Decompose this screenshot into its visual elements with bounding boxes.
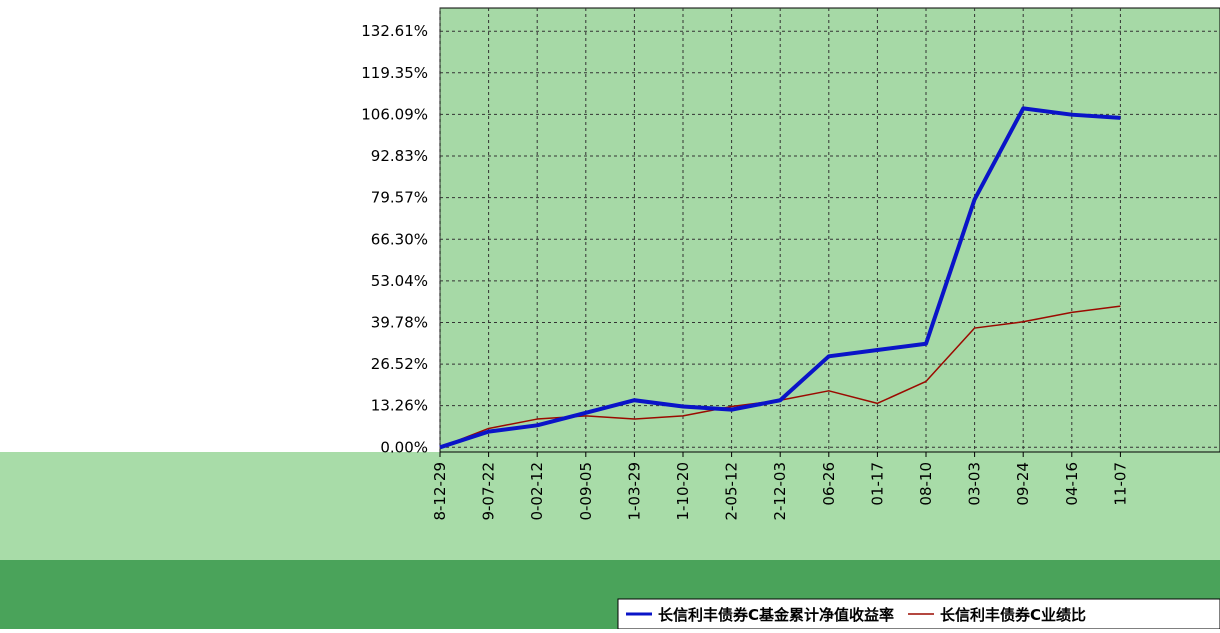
y-tick-label: 53.04% (371, 272, 428, 290)
x-tick-label: 0-09-05 (577, 462, 595, 521)
x-tick-label: 06-26 (820, 462, 838, 506)
y-tick-label: 39.78% (371, 313, 428, 331)
y-tick-label: 106.09% (361, 105, 428, 123)
x-tick-label: 9-07-22 (480, 462, 498, 521)
x-tick-label: 1-03-29 (625, 462, 643, 521)
axis-band (0, 452, 1220, 560)
y-tick-label: 13.26% (371, 397, 428, 415)
x-tick-label: 04-16 (1063, 462, 1081, 506)
y-tick-label: 119.35% (361, 64, 428, 82)
plot-area (440, 8, 1220, 452)
x-tick-label: 03-03 (966, 462, 984, 506)
x-tick-label: 0-02-12 (528, 462, 546, 521)
legend-label: 长信利丰债券C业绩比 (940, 606, 1086, 624)
y-tick-label: 79.57% (371, 189, 428, 207)
y-tick-label: 66.30% (371, 230, 428, 248)
legend: 长信利丰债券C基金累计净值收益率 长信利丰债券C业绩比 (618, 599, 1220, 629)
y-tick-label: 92.83% (371, 147, 428, 165)
x-tick-label: 11-07 (1111, 462, 1129, 506)
y-tick-label: 26.52% (371, 355, 428, 373)
x-tick-label: 2-12-03 (771, 462, 789, 521)
x-tick-label: 1-10-20 (674, 462, 692, 521)
x-tick-label: 08-10 (917, 462, 935, 506)
y-tick-label: 0.00% (380, 438, 428, 456)
x-tick-label: 2-05-12 (723, 462, 741, 521)
x-tick-label: 8-12-29 (431, 462, 449, 521)
x-tick-label: 09-24 (1014, 462, 1032, 506)
y-tick-label: 132.61% (361, 22, 428, 40)
x-tick-label: 01-17 (868, 462, 886, 506)
legend-label: 长信利丰债券C基金累计净值收益率 (658, 606, 894, 624)
chart: 长信利丰债券C基金累计净值收益率 长信利丰债券C业绩比 0.00% 13.26% 26… (0, 0, 1220, 629)
